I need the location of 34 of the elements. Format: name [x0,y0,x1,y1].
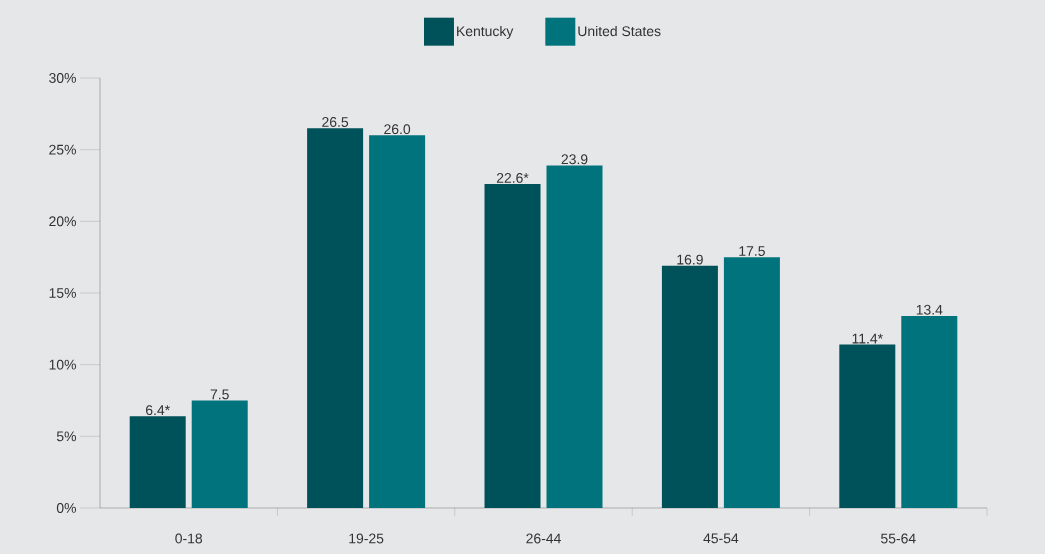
x-tick-label: 26-44 [526,533,561,544]
x-tick-label: 55-64 [881,533,916,544]
y-tick-label: 30% [49,73,76,83]
bar [661,265,718,508]
data-label: 17.5 [739,246,765,256]
data-label: 23.9 [561,154,588,165]
bar [369,135,426,508]
data-label: 22.6* [496,172,529,183]
bar [129,416,186,508]
y-tick-label: 0% [56,503,76,513]
data-label: 26.5 [322,117,349,127]
legend-label: United States [578,25,661,37]
bar [484,184,541,508]
bar [839,344,896,508]
data-label: 16.9 [677,254,703,265]
y-tick-label: 10% [49,359,76,370]
bar [546,165,603,508]
data-label: 6.4* [146,405,170,416]
x-tick-label: 45-54 [703,533,739,544]
data-label: 26.0 [384,124,411,135]
x-tick-label: 19-25 [349,533,384,544]
data-label: 7.5 [210,389,229,400]
bar [723,257,780,508]
legend-label: Kentucky [457,25,514,39]
bar [191,400,248,508]
bar [901,315,958,508]
y-tick-label: 15% [49,288,76,298]
y-tick-label: 25% [49,144,76,155]
x-tick-label: 0-18 [175,533,203,544]
data-label: 13.4 [916,304,943,315]
bar [307,128,364,508]
data-label: 11.4* [852,333,883,344]
y-tick-label: 20% [49,216,76,227]
y-tick-label: 5% [56,431,76,442]
